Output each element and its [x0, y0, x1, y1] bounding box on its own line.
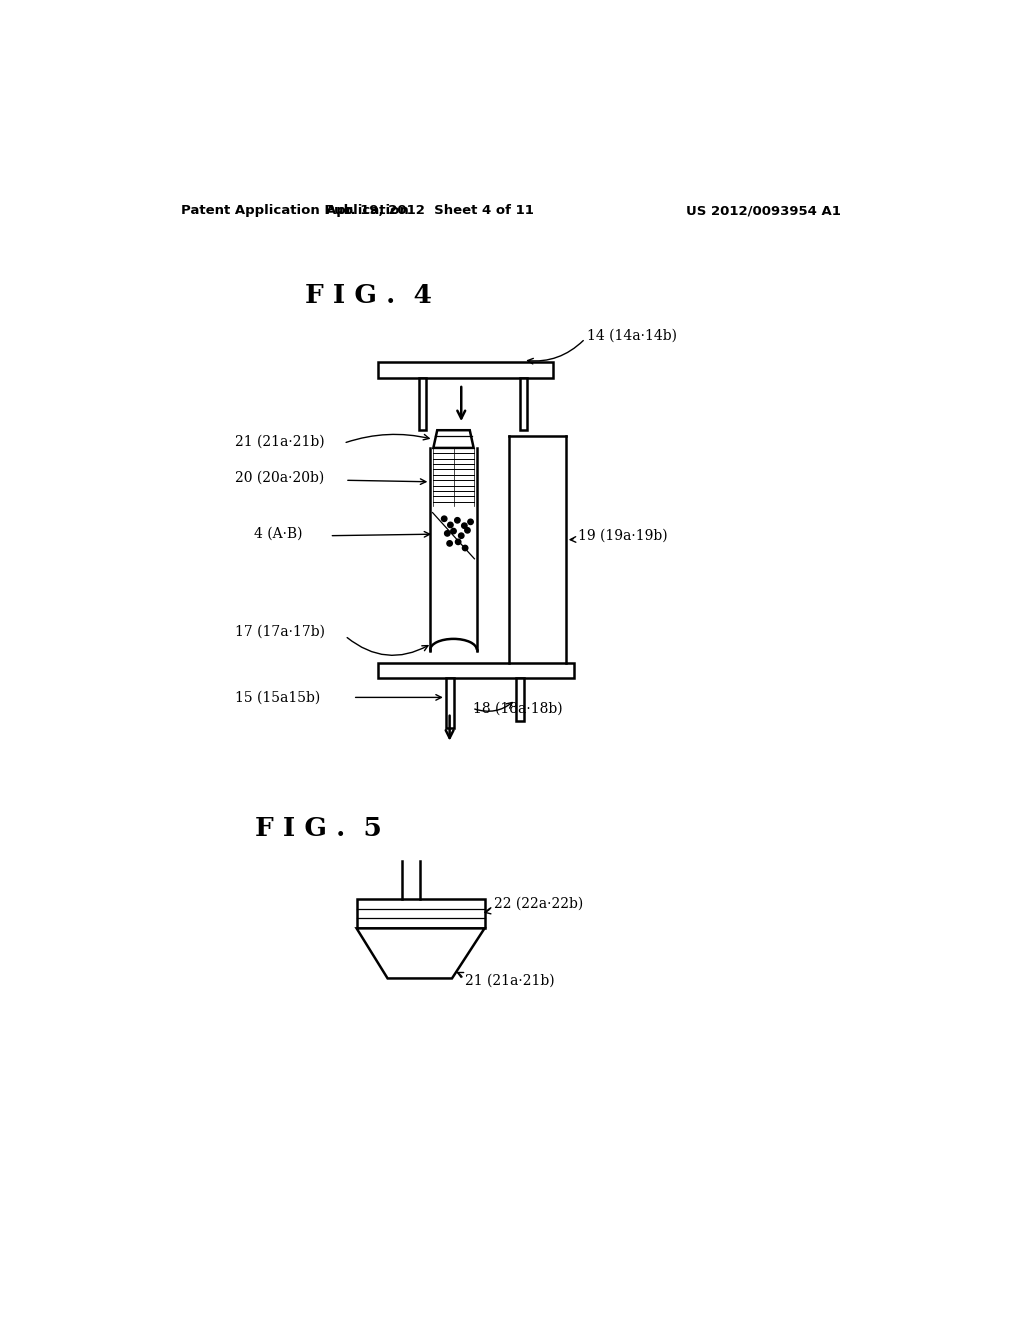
Text: 15 (15a15b): 15 (15a15b) [234, 690, 321, 705]
Bar [378, 663, 573, 678]
Bar [378, 363, 553, 378]
Polygon shape [356, 928, 484, 978]
Circle shape [447, 523, 453, 528]
Bar [445, 678, 455, 729]
Bar [420, 378, 426, 430]
Bar [356, 899, 484, 928]
Bar [520, 378, 527, 430]
Polygon shape [433, 430, 474, 447]
Circle shape [444, 531, 450, 536]
Text: 17 (17a·17b): 17 (17a·17b) [234, 624, 325, 639]
Circle shape [441, 516, 446, 521]
Text: 21 (21a·21b): 21 (21a·21b) [234, 434, 325, 449]
Circle shape [463, 545, 468, 550]
Circle shape [446, 541, 453, 546]
Text: 19 (19a·19b): 19 (19a·19b) [578, 529, 667, 543]
Circle shape [456, 539, 461, 545]
Circle shape [459, 533, 464, 539]
Text: 18 (18a·18b): 18 (18a·18b) [473, 702, 562, 715]
Circle shape [455, 517, 460, 523]
Text: 22 (22a·22b): 22 (22a·22b) [494, 896, 583, 911]
Circle shape [468, 519, 473, 524]
Text: Apr. 19, 2012  Sheet 4 of 11: Apr. 19, 2012 Sheet 4 of 11 [327, 205, 535, 218]
Text: F I G .  5: F I G . 5 [255, 816, 382, 841]
Text: Patent Application Publication: Patent Application Publication [180, 205, 409, 218]
Text: 4 (A·B): 4 (A·B) [254, 527, 303, 541]
Bar [515, 678, 524, 721]
Text: US 2012/0093954 A1: US 2012/0093954 A1 [686, 205, 841, 218]
Text: 20 (20a·20b): 20 (20a·20b) [234, 471, 325, 484]
Text: F I G .  4: F I G . 4 [305, 282, 432, 308]
Text: 14 (14a·14b): 14 (14a·14b) [587, 329, 677, 342]
Circle shape [451, 528, 457, 533]
Circle shape [465, 528, 470, 533]
Text: 21 (21a·21b): 21 (21a·21b) [465, 974, 555, 987]
Circle shape [462, 523, 467, 528]
